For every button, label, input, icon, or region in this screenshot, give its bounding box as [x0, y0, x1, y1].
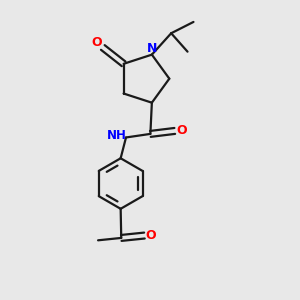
Text: N: N	[147, 42, 157, 55]
Text: O: O	[176, 124, 187, 137]
Text: O: O	[91, 36, 102, 49]
Text: O: O	[146, 229, 156, 242]
Text: NH: NH	[106, 130, 126, 142]
